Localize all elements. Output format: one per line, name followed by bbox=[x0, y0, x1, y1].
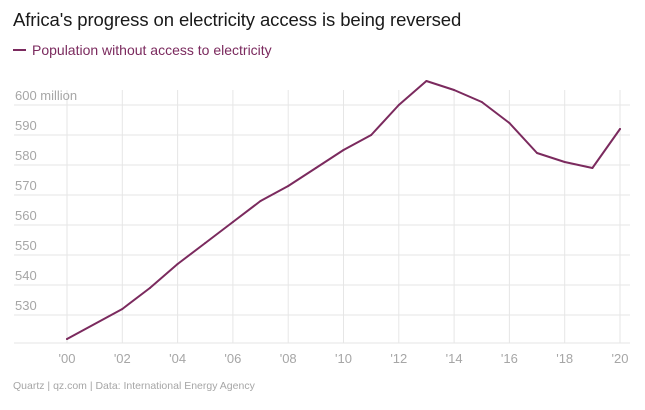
data-point bbox=[370, 134, 373, 136]
y-tick-label: 540 bbox=[15, 268, 37, 283]
data-point bbox=[148, 287, 151, 289]
data-point bbox=[287, 185, 290, 187]
data-point bbox=[397, 104, 400, 106]
data-point bbox=[480, 101, 483, 103]
source-note: Quartz | qz.com | Data: International En… bbox=[13, 380, 255, 392]
legend: Population without access to electricity bbox=[13, 42, 272, 58]
data-point bbox=[536, 152, 539, 154]
legend-swatch bbox=[13, 49, 26, 51]
data-point bbox=[314, 167, 317, 169]
y-tick-label: 570 bbox=[15, 178, 37, 193]
x-tick-label: '00 bbox=[59, 351, 76, 366]
x-tick-label: '10 bbox=[335, 351, 352, 366]
y-tick-label: 560 bbox=[15, 208, 37, 223]
x-tick-label: '04 bbox=[169, 351, 186, 366]
x-tick-label: '18 bbox=[556, 351, 573, 366]
y-axis: 530 540 550 560 570 580 590 600 million bbox=[15, 88, 77, 313]
series bbox=[66, 80, 621, 340]
legend-label: Population without access to electricity bbox=[32, 42, 272, 58]
data-point bbox=[259, 200, 262, 202]
x-tick-label: '14 bbox=[446, 351, 463, 366]
y-tick-label: 530 bbox=[15, 298, 37, 313]
x-tick-label: '08 bbox=[280, 351, 297, 366]
data-point bbox=[508, 122, 511, 124]
data-point bbox=[453, 89, 456, 91]
data-point bbox=[591, 167, 594, 169]
data-point bbox=[176, 263, 179, 265]
x-tick-label: '16 bbox=[501, 351, 518, 366]
data-point bbox=[231, 221, 234, 223]
x-tick-label: '06 bbox=[224, 351, 241, 366]
x-axis: '00 '02 '04 '06 '08 '10 '12 '14 '16 '18 '20 bbox=[59, 351, 629, 366]
y-tick-label: 580 bbox=[15, 148, 37, 163]
data-point bbox=[66, 338, 68, 340]
y-tick-label: 600 million bbox=[15, 88, 77, 103]
data-point bbox=[563, 161, 566, 163]
grid bbox=[14, 90, 630, 344]
data-point bbox=[204, 242, 207, 244]
x-tick-label: '20 bbox=[612, 351, 629, 366]
y-tick-label: 590 bbox=[15, 118, 37, 133]
data-point bbox=[619, 128, 621, 130]
y-tick-label: 550 bbox=[15, 238, 37, 253]
data-point bbox=[342, 149, 345, 151]
data-point bbox=[121, 308, 124, 310]
x-tick-label: '02 bbox=[114, 351, 131, 366]
chart-title: Africa's progress on electricity access … bbox=[13, 9, 462, 30]
data-point bbox=[425, 80, 428, 82]
series-line bbox=[66, 80, 621, 340]
x-tick-label: '12 bbox=[390, 351, 407, 366]
